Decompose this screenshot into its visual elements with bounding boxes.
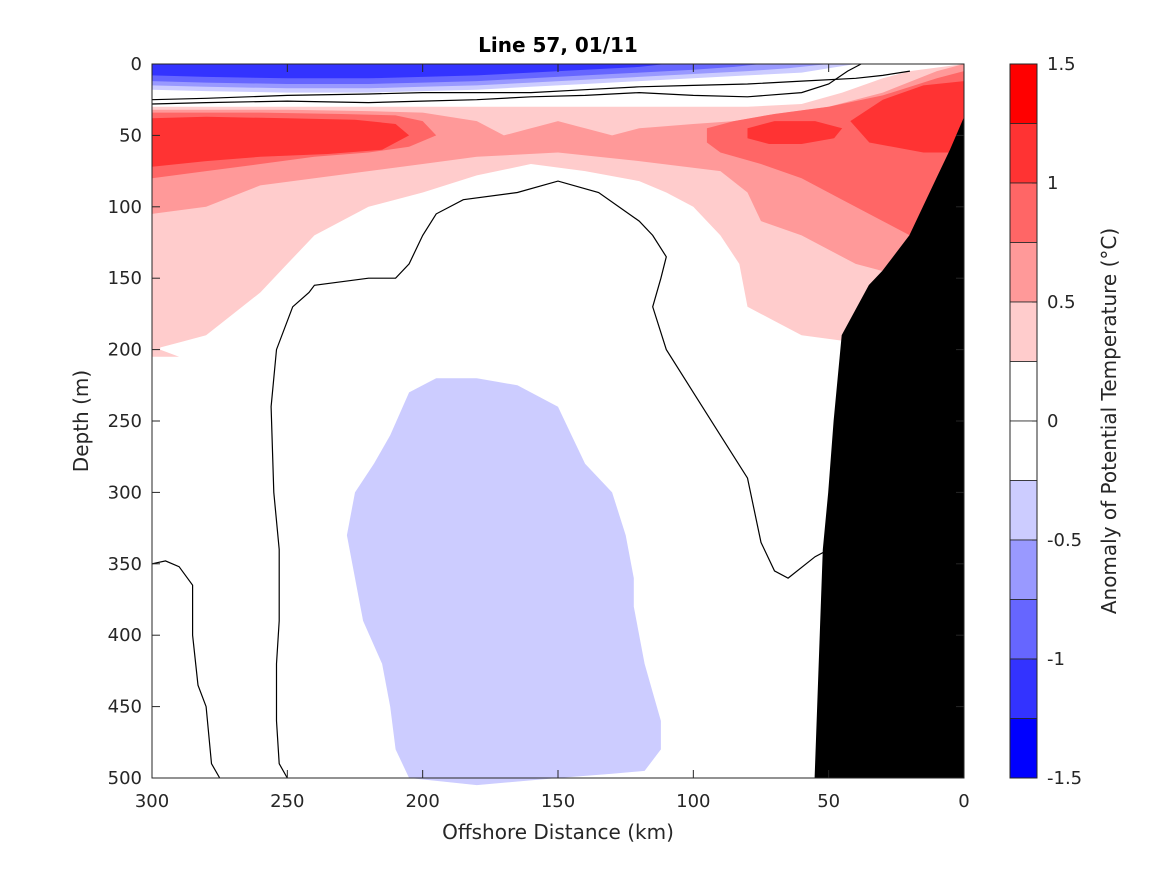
colorbar-tick-label: -1.5 bbox=[1047, 768, 1082, 789]
contour-line-layer bbox=[151, 63, 910, 779]
y-tick-label: 300 bbox=[108, 482, 142, 503]
x-axis-label: Offshore Distance (km) bbox=[442, 820, 674, 844]
colorbar: 1.5 1 0.5 0 -0.5 -1 -1.5 bbox=[1009, 54, 1082, 789]
colorbar-segment bbox=[1009, 361, 1038, 422]
colorbar-tick-label: 0.5 bbox=[1047, 292, 1076, 313]
y-tick-label: 350 bbox=[108, 554, 142, 575]
y-tick-label: 250 bbox=[108, 411, 142, 432]
x-tick-label: 0 bbox=[958, 791, 969, 812]
x-tick-label: 50 bbox=[817, 791, 840, 812]
x-tick-label: 200 bbox=[405, 791, 439, 812]
y-tick-label: 50 bbox=[119, 125, 142, 146]
colorbar-segment bbox=[1009, 658, 1038, 719]
contour-line bbox=[151, 63, 862, 105]
y-tick-label: 150 bbox=[108, 268, 142, 289]
contour-line bbox=[270, 180, 897, 779]
positive-anomaly-band bbox=[152, 292, 180, 357]
surface-negative-band bbox=[152, 64, 667, 79]
colorbar-tick-label: -1 bbox=[1047, 649, 1065, 670]
colorbar-segment bbox=[1009, 63, 1038, 124]
colorbar-tick-label: 1 bbox=[1047, 173, 1058, 194]
contour-region bbox=[850, 81, 964, 153]
colorbar-tick-label: 0 bbox=[1047, 411, 1058, 432]
colorbar-segment bbox=[1009, 480, 1038, 541]
contour-region bbox=[152, 116, 410, 167]
colorbar-tick-label: 1.5 bbox=[1047, 54, 1076, 75]
x-tick-label: 300 bbox=[135, 791, 169, 812]
contour-fill-layer bbox=[152, 64, 964, 786]
chart-title: Line 57, 01/11 bbox=[478, 33, 638, 57]
contour-line bbox=[151, 560, 221, 779]
y-tick-label: 500 bbox=[108, 768, 142, 789]
x-tick-label: 150 bbox=[541, 791, 575, 812]
x-tick-label: 100 bbox=[676, 791, 710, 812]
colorbar-segment bbox=[1009, 242, 1038, 303]
colorbar-segment bbox=[1009, 539, 1038, 600]
contour-line bbox=[151, 70, 910, 101]
colorbar-label: Anomaly of Potential Temperature (°C) bbox=[1097, 228, 1121, 614]
y-tick-label: 450 bbox=[108, 697, 142, 718]
colorbar-segment bbox=[1009, 182, 1038, 243]
colorbar-segment bbox=[1009, 420, 1038, 481]
colorbar-segment bbox=[1009, 123, 1038, 184]
colorbar-segment bbox=[1009, 599, 1038, 660]
colorbar-segment bbox=[1009, 301, 1038, 362]
axis-layer: 300 250 200 150 100 50 00501001502002503003504… bbox=[108, 54, 970, 812]
y-tick-label: 400 bbox=[108, 625, 142, 646]
negative-anomaly-blob bbox=[346, 378, 661, 786]
colorbar-segment bbox=[1009, 718, 1038, 779]
contour-region bbox=[747, 121, 843, 144]
x-tick-label: 250 bbox=[270, 791, 304, 812]
y-axis-label: Depth (m) bbox=[69, 370, 93, 472]
y-tick-label: 0 bbox=[131, 54, 142, 75]
colorbar-tick-label: -0.5 bbox=[1047, 530, 1082, 551]
y-tick-label: 100 bbox=[108, 197, 142, 218]
y-tick-label: 200 bbox=[108, 340, 142, 361]
